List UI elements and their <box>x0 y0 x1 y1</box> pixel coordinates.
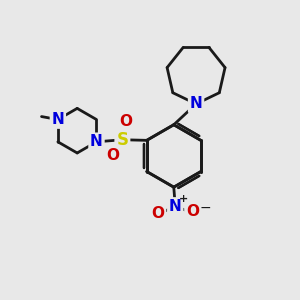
Text: N: N <box>190 96 202 111</box>
Text: S: S <box>116 131 128 149</box>
Text: O: O <box>152 206 164 220</box>
Text: −: − <box>200 201 212 215</box>
Text: N: N <box>90 134 103 149</box>
Text: O: O <box>106 148 119 163</box>
Text: +: + <box>179 194 188 204</box>
Text: N: N <box>52 112 64 127</box>
Text: O: O <box>120 114 133 129</box>
Text: N: N <box>169 199 182 214</box>
Text: O: O <box>186 204 199 219</box>
